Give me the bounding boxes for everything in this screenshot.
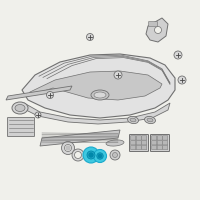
Circle shape [174, 51, 182, 59]
Ellipse shape [94, 92, 106, 98]
Circle shape [154, 26, 162, 33]
Polygon shape [40, 130, 120, 146]
Circle shape [110, 150, 120, 160]
Ellipse shape [128, 116, 138, 124]
FancyBboxPatch shape [136, 136, 141, 140]
FancyBboxPatch shape [163, 136, 168, 140]
Polygon shape [22, 103, 170, 124]
Ellipse shape [130, 118, 136, 122]
Polygon shape [6, 86, 72, 100]
FancyBboxPatch shape [152, 145, 157, 150]
Ellipse shape [106, 140, 124, 146]
Polygon shape [146, 18, 168, 42]
Ellipse shape [91, 90, 109, 100]
Ellipse shape [15, 104, 25, 112]
FancyBboxPatch shape [152, 136, 157, 140]
FancyBboxPatch shape [157, 145, 162, 150]
Circle shape [66, 146, 70, 150]
Circle shape [35, 112, 41, 118]
Ellipse shape [147, 118, 153, 122]
FancyBboxPatch shape [130, 134, 148, 152]
Ellipse shape [145, 116, 155, 124]
Circle shape [74, 152, 82, 158]
Circle shape [97, 153, 103, 159]
FancyBboxPatch shape [151, 134, 170, 152]
FancyBboxPatch shape [131, 140, 136, 145]
Circle shape [114, 71, 122, 79]
Circle shape [83, 147, 99, 163]
FancyBboxPatch shape [157, 140, 162, 145]
Circle shape [89, 153, 93, 157]
FancyBboxPatch shape [163, 140, 168, 145]
Circle shape [94, 150, 106, 162]
Circle shape [64, 144, 72, 152]
FancyBboxPatch shape [131, 145, 136, 150]
FancyBboxPatch shape [8, 117, 35, 136]
FancyBboxPatch shape [136, 140, 141, 145]
Circle shape [72, 149, 84, 161]
FancyBboxPatch shape [163, 145, 168, 150]
Circle shape [87, 151, 95, 159]
Ellipse shape [12, 102, 28, 114]
Polygon shape [22, 54, 175, 118]
Circle shape [86, 33, 94, 40]
Polygon shape [28, 71, 162, 100]
FancyBboxPatch shape [142, 140, 147, 145]
Circle shape [112, 152, 118, 158]
FancyBboxPatch shape [157, 136, 162, 140]
FancyBboxPatch shape [152, 140, 157, 145]
Circle shape [62, 142, 74, 154]
FancyBboxPatch shape [142, 136, 147, 140]
FancyBboxPatch shape [148, 21, 158, 26]
Circle shape [178, 76, 186, 84]
Circle shape [46, 92, 54, 98]
Circle shape [98, 154, 102, 158]
FancyBboxPatch shape [131, 136, 136, 140]
FancyBboxPatch shape [136, 145, 141, 150]
FancyBboxPatch shape [142, 145, 147, 150]
